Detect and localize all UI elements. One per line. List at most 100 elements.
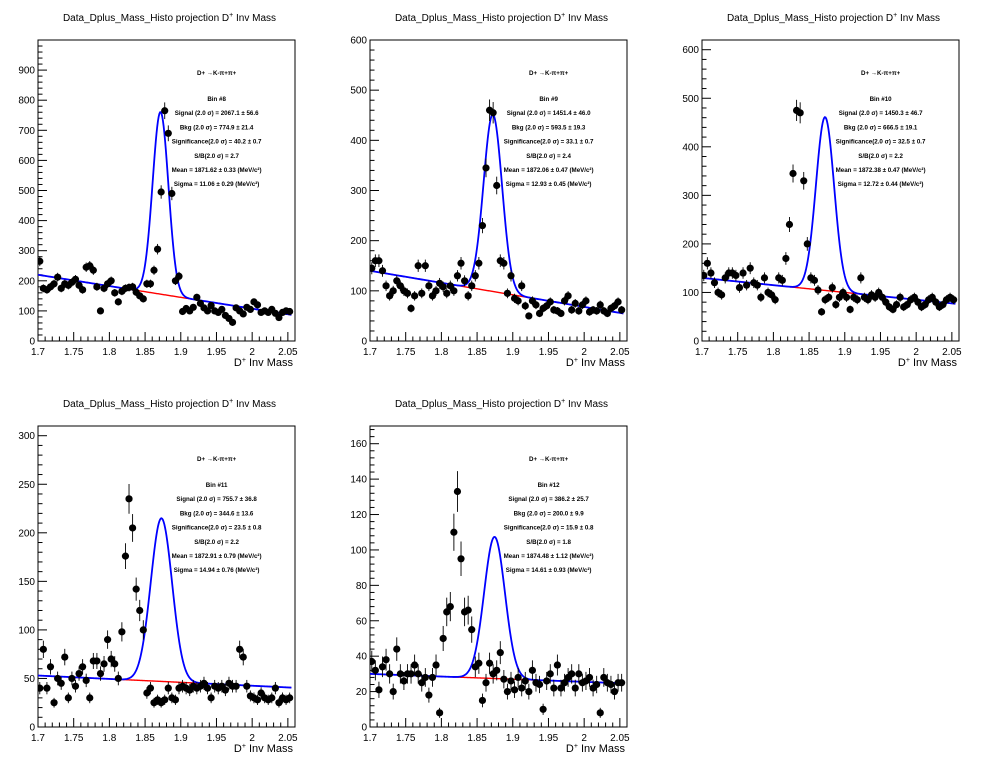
data-marker — [789, 169, 797, 178]
data-marker — [450, 287, 458, 295]
decay-channel-label: D+ →K-π+π+ — [529, 70, 569, 77]
data-marker — [71, 682, 80, 690]
data-marker — [446, 282, 454, 290]
data-point — [803, 237, 811, 251]
data-point — [521, 301, 529, 311]
data-marker — [596, 301, 604, 309]
data-point — [246, 305, 254, 313]
x-axis-label: D+ Inv Mass — [234, 743, 294, 755]
data-point — [118, 622, 126, 642]
data-marker — [218, 305, 226, 313]
data-marker — [38, 257, 44, 265]
stat-row: S/B(2.0 σ) = 2.2 — [194, 539, 239, 546]
data-marker — [746, 264, 754, 272]
data-point — [468, 280, 476, 292]
data-point — [407, 664, 415, 684]
data-marker — [478, 696, 487, 705]
data-marker — [75, 669, 83, 678]
data-point — [546, 664, 554, 684]
data-point — [386, 291, 394, 301]
data-marker — [57, 679, 65, 687]
data-point — [71, 679, 80, 693]
data-marker — [253, 696, 262, 704]
data-point — [575, 664, 583, 684]
x-tick-label: 1.95 — [207, 347, 227, 358]
data-point — [418, 673, 426, 692]
data-point — [443, 597, 451, 627]
data-marker — [482, 679, 490, 687]
data-marker — [232, 682, 240, 690]
data-point — [553, 654, 561, 676]
data-point — [596, 300, 604, 310]
data-point — [38, 682, 44, 695]
data-marker — [71, 275, 80, 283]
data-marker — [707, 269, 715, 277]
data-marker — [439, 283, 447, 291]
data-point — [535, 675, 544, 694]
data-point — [814, 285, 822, 295]
panel-title: Data_Dplus_Mass_Histo projection D+ Inv … — [395, 398, 608, 410]
data-point — [832, 300, 840, 309]
data-marker — [443, 289, 451, 297]
data-marker — [607, 680, 615, 689]
data-marker — [393, 277, 401, 285]
data-marker — [503, 289, 512, 297]
data-marker — [468, 626, 476, 634]
y-tick-label: 100 — [350, 286, 367, 297]
data-point — [614, 297, 622, 307]
data-marker — [593, 680, 601, 689]
data-marker — [139, 626, 147, 634]
data-point — [571, 679, 579, 697]
data-point — [610, 683, 619, 700]
data-point — [50, 697, 58, 708]
data-marker — [114, 674, 122, 683]
data-point — [428, 291, 437, 301]
data-point — [503, 288, 512, 299]
data-point — [96, 666, 105, 681]
y-tick-label: 500 — [682, 94, 699, 105]
data-marker — [96, 307, 105, 315]
data-marker — [528, 666, 537, 674]
data-marker — [221, 686, 229, 694]
x-tick-label: 2.05 — [610, 733, 630, 744]
data-point — [743, 279, 751, 291]
y-axis: 0 100 200 300 400 500 600 — [682, 39, 711, 348]
data-point — [146, 279, 155, 288]
data-marker — [371, 666, 379, 674]
data-marker — [61, 653, 69, 661]
x-axis-label: D+ Inv Mass — [566, 743, 626, 755]
y-tick-label: 60 — [356, 616, 368, 627]
data-point — [275, 313, 283, 322]
y-tick-label: 100 — [18, 306, 35, 317]
data-marker — [503, 687, 512, 696]
data-point — [796, 102, 804, 124]
stat-row: Sigma = 11.06 ± 0.29 (MeV/c²) — [174, 181, 259, 188]
x-tick-label: 2 — [913, 347, 919, 358]
x-tick-label: 2.05 — [610, 347, 630, 358]
data-point — [414, 259, 422, 272]
data-marker — [857, 274, 865, 282]
data-marker — [778, 276, 786, 284]
data-point — [421, 668, 429, 687]
data-marker — [39, 645, 47, 653]
data-marker — [600, 673, 608, 682]
data-marker — [500, 675, 508, 683]
data-point — [243, 679, 251, 693]
data-point — [746, 262, 754, 275]
data-marker — [489, 109, 497, 117]
stat-row: Bkg (2.0 σ) = 200.0 ± 9.9 — [514, 510, 585, 517]
y-tick-label: 300 — [18, 246, 35, 257]
data-point — [546, 297, 554, 307]
data-point — [253, 301, 262, 309]
data-point — [500, 256, 508, 270]
data-point — [607, 675, 615, 694]
data-point — [446, 591, 454, 622]
data-marker — [518, 684, 526, 692]
data-marker — [139, 295, 147, 303]
y-tick-label: 50 — [24, 674, 36, 685]
data-point — [79, 659, 87, 675]
histogram-panel: Data_Dplus_Mass_Histo projection D+ Inv … — [350, 398, 630, 755]
x-tick-label: 1.85 — [135, 733, 155, 744]
data-point — [493, 176, 501, 195]
